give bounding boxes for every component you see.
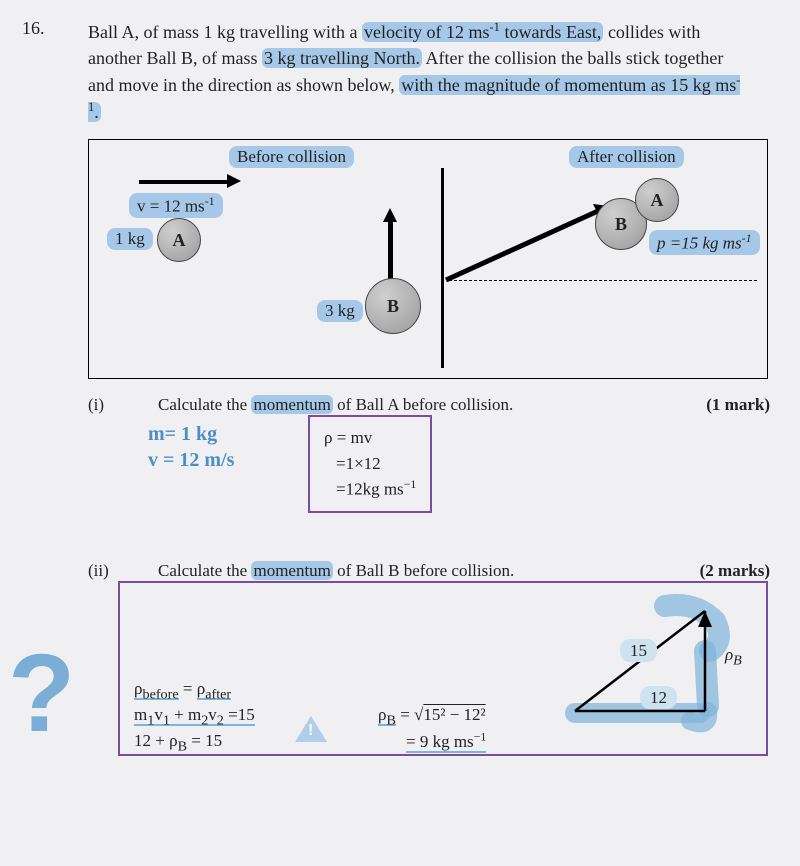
tri-base-bubble: 12 <box>640 688 677 708</box>
arrow-a-shaft <box>139 180 229 184</box>
after-arrow <box>441 170 761 370</box>
after-label: After collision <box>569 146 684 168</box>
part-ii-roman: (ii) <box>88 561 128 581</box>
part-i-row: (i) Calculate the momentum of Ball A bef… <box>88 395 770 415</box>
ans-i-1: ρ = mv <box>324 425 416 451</box>
eq-plug: 12 + ρB = 15 <box>134 727 222 758</box>
highlight-momentum: with the magnitude of momentum as 15 kg … <box>88 75 740 122</box>
part-ii-prompt: Calculate the momentum of Ball B before … <box>158 561 670 581</box>
tri-side: ρB <box>725 645 742 669</box>
part-ii-hl: momentum <box>251 561 332 580</box>
ans-i-3: =12kg ms−1 <box>324 476 416 502</box>
part-ii-suffix: of Ball B before collision. <box>333 561 514 580</box>
eq-result: = 9 kg ms−1 <box>406 727 486 755</box>
part-i-prefix: Calculate the <box>158 395 251 414</box>
warning-icon <box>295 716 327 742</box>
arrow-a-head <box>227 174 241 188</box>
question-number: 16. <box>22 18 45 39</box>
mass-a-label: 1 kg <box>107 228 153 250</box>
part-i-prompt: Calculate the momentum of Ball A before … <box>158 395 676 415</box>
velocity-a-label: v = 12 ms-1 <box>129 193 223 218</box>
part-i-roman: (i) <box>88 395 128 415</box>
before-label: Before collision <box>229 146 354 168</box>
tri-hyp: 15 <box>620 639 657 662</box>
page: 16. Ball A, of mass 1 kg travelling with… <box>0 0 800 866</box>
highlight-massb: 3 kg travelling North. <box>262 48 422 68</box>
arrow-b-head <box>383 208 397 222</box>
part-ii-answer-box: ρbefore = ρafter m1v1 + m2v2 =15 12 + ρB… <box>118 581 768 756</box>
ans-i-2: =1×12 <box>324 451 416 477</box>
vector-triangle <box>540 591 760 751</box>
question-mark-scribble: ? <box>8 630 75 757</box>
ball-b-before: B <box>365 278 421 334</box>
part-i-suffix: of Ball A before collision. <box>333 395 513 414</box>
question-text: Ball A, of mass 1 kg travelling with a v… <box>88 18 750 125</box>
part-ii-prefix: Calculate the <box>158 561 251 580</box>
part-i-marks: (1 mark) <box>706 395 770 415</box>
hand-mass: m= 1 kg <box>148 423 217 446</box>
momentum-label: p =15 kg ms-1 <box>649 230 760 255</box>
part-i-answer-box: ρ = mv =1×12 =12kg ms−1 <box>308 415 432 512</box>
part-ii-marks: (2 marks) <box>700 561 770 581</box>
collision-diagram: Before collision After collision v = 12 … <box>88 139 768 379</box>
arrow-b-shaft <box>388 220 393 280</box>
part-ii-row: (ii) Calculate the momentum of Ball B be… <box>88 561 770 581</box>
hand-vel: v = 12 m/s <box>148 449 234 472</box>
ball-a-before: A <box>157 218 201 262</box>
mass-b-label: 3 kg <box>317 300 363 322</box>
part-i-work: m= 1 kg v = 12 m/s ρ = mv =1×12 =12kg ms… <box>88 415 770 545</box>
tri-hyp-bubble: 15 <box>620 641 657 661</box>
highlight-velocity: velocity of 12 ms-1 towards East, <box>362 22 603 42</box>
tri-base: 12 <box>640 686 677 709</box>
part-i-hl: momentum <box>251 395 332 414</box>
